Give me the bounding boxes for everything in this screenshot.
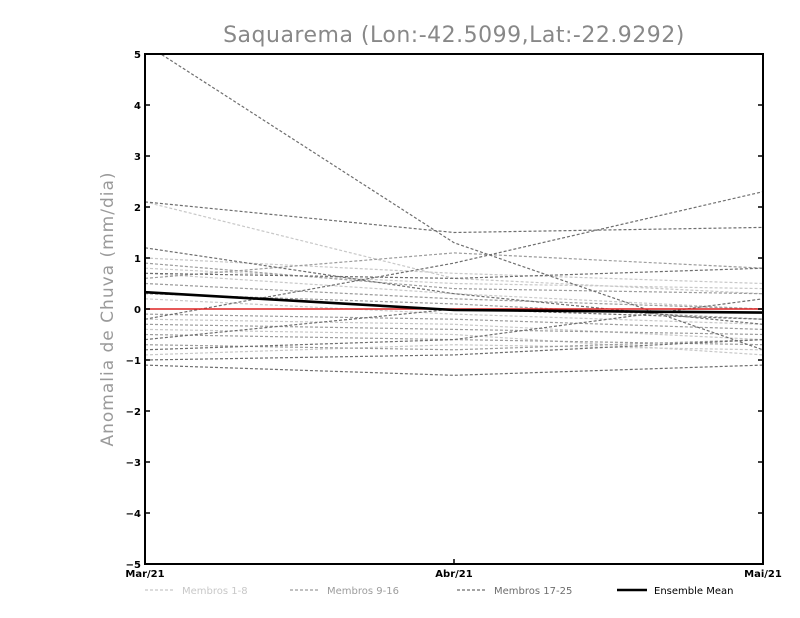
y-tick-label: 4: [134, 101, 141, 112]
member-series-m16: [145, 323, 763, 336]
member-series-m9: [145, 252, 763, 279]
y-tick-label: 5: [134, 50, 141, 61]
member-series-m21: [145, 364, 763, 376]
y-tick-label: −1: [126, 356, 141, 367]
member-series-m5: [145, 318, 763, 341]
y-tick-label: −2: [126, 407, 141, 418]
y-tick-label: −3: [126, 458, 141, 469]
member-series-m10: [145, 262, 763, 295]
member-series-m7: [145, 298, 763, 325]
member-series-m8: [145, 344, 763, 356]
member-series-m4: [145, 272, 763, 310]
member-series-m24: [145, 267, 763, 280]
legend-label-3: Ensemble Mean: [654, 586, 733, 597]
member-series-m14: [145, 339, 763, 351]
y-tick-label: −5: [126, 560, 141, 571]
y-axis-label: Anomalia de Chuva (mm/dia): [98, 171, 118, 446]
mean-layer: [144, 290, 764, 314]
legend: Membros 1-8 Membros 9-16 Membros 17-25 Ense…: [145, 586, 733, 597]
member-series-m22: [145, 339, 763, 361]
y-tick-label: 3: [134, 152, 141, 163]
plot-series: [145, 54, 763, 376]
x-ticks: Mar/21 Abr/21 Mai/21: [125, 559, 782, 580]
y-tick-label: 0: [134, 305, 141, 316]
legend-label-1: Membros 9-16: [327, 586, 399, 597]
member-series-m1: [145, 201, 763, 295]
member-series-m19: [145, 191, 763, 320]
member-series-m17: [159, 54, 763, 351]
member-series-m18: [145, 201, 763, 234]
y-tick-label: 2: [134, 203, 141, 214]
member-series-m3: [145, 257, 763, 285]
ensemble-mean-line: [144, 290, 764, 314]
y-tick-label: 1: [134, 254, 141, 265]
x-tick-label: Abr/21: [435, 569, 472, 580]
member-series-m20: [145, 247, 763, 325]
x-tick-label: Mar/21: [125, 569, 164, 580]
legend-label-0: Membros 1-8: [182, 586, 248, 597]
chart-title: Saquarema (Lon:-42.5099,Lat:-22.9292): [223, 23, 685, 48]
member-series-m2: [145, 267, 763, 290]
x-tick-label: Mai/21: [744, 569, 782, 580]
y-ticks: −5 −4 −3 −2 −1 0 1 2 3 4 5: [126, 50, 763, 571]
y-tick-label: −4: [126, 509, 141, 520]
member-series-m12: [145, 313, 763, 330]
member-series-m11: [145, 282, 763, 310]
legend-label-2: Membros 17-25: [494, 586, 572, 597]
